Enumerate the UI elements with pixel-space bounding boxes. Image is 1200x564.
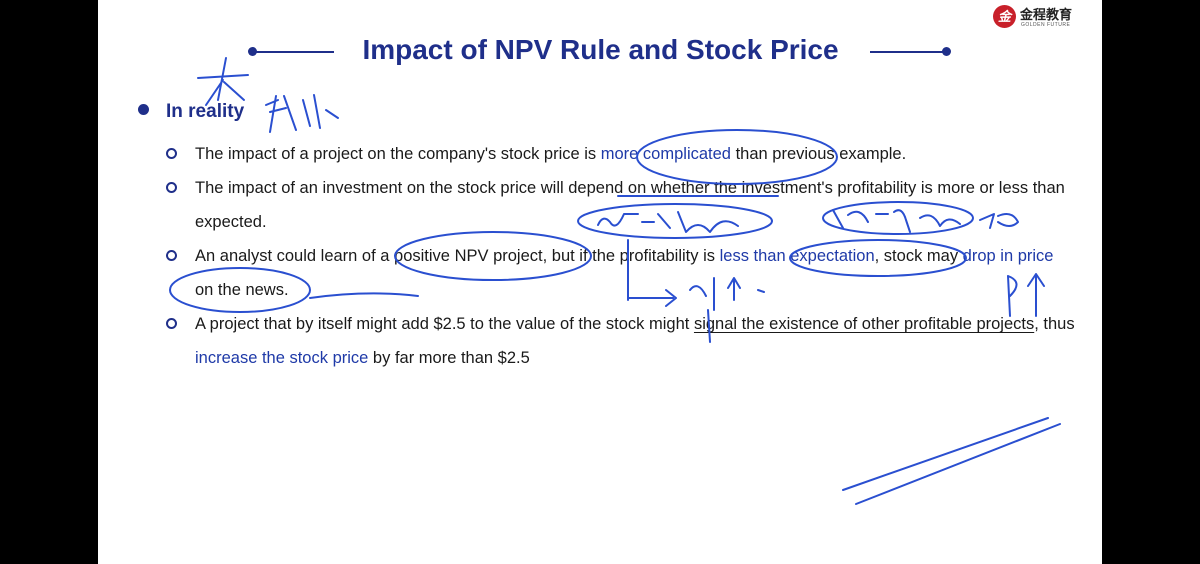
point-4-highlight: increase the stock price (195, 349, 369, 367)
sub-bullet-icon (166, 318, 177, 329)
point-4-mid: , thus (1034, 315, 1075, 333)
point-4-text: A project that by itself might add $2.5 … (195, 315, 694, 333)
section-heading: In reality (166, 101, 245, 122)
point-4: A project that by itself might add $2.5 … (195, 307, 1075, 375)
point-1-after: than previous example. (730, 145, 907, 163)
ink-scribble-chinese (265, 94, 339, 133)
point-1-highlight: more complicated (600, 145, 731, 163)
point-4-underline: signal the existence of other profitable… (693, 315, 1035, 333)
point-1-text: The impact of a project on the company's… (195, 145, 601, 163)
ink-double-lines (842, 417, 1061, 505)
sub-bullet-icon (166, 182, 177, 193)
logo-text-cn: 金程教育 (1020, 8, 1073, 23)
slide-title: Impact of NPV Rule and Stock Price (362, 34, 839, 65)
title-row: Impact of NPV Rule and Stock Price (248, 30, 953, 74)
logo-mark-icon: 金 (993, 5, 1016, 28)
brand-logo: 金 金程教育 GOLDEN FUTURE (993, 4, 1098, 30)
point-2-text: The impact of an investment on the stock… (195, 179, 1065, 231)
point-3: An analyst could learn of a positive NPV… (195, 239, 1075, 307)
title-line-left (254, 51, 334, 53)
point-3-highlight: less than expectation (719, 247, 875, 265)
point-1: The impact of a project on the company's… (195, 137, 1075, 171)
sub-bullet-icon (166, 250, 177, 261)
point-3-mid: , stock may (874, 247, 963, 265)
title-dot-left-icon (248, 47, 257, 56)
point-3-after: on the news. (195, 281, 289, 299)
point-3-text: An analyst could learn of a positive NPV… (195, 247, 720, 265)
point-3-highlight-2: drop in price (962, 247, 1054, 265)
slide: 金 金程教育 GOLDEN FUTURE Impact of NPV Rule … (98, 0, 1102, 564)
ink-scribble-heading (197, 57, 249, 106)
main-bullet-icon (138, 104, 149, 115)
title-dot-right-icon (942, 47, 951, 56)
point-2: The impact of an investment on the stock… (195, 171, 1075, 239)
title-line-right (870, 51, 946, 53)
point-4-after: by far more than $2.5 (368, 349, 530, 367)
sub-bullet-icon (166, 148, 177, 159)
logo-text-en: GOLDEN FUTURE (1021, 22, 1071, 28)
